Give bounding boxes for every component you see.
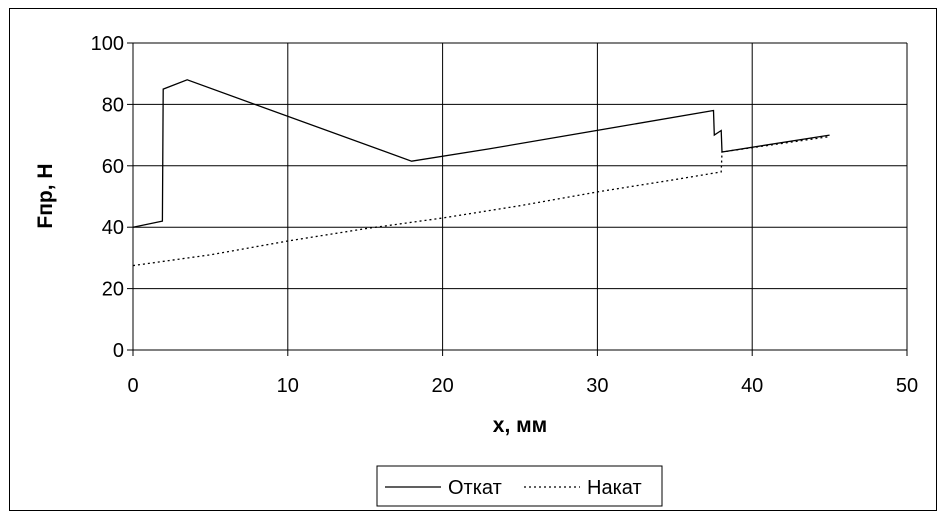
x-tick-labels: 0 10 20 30 40 50 [127, 375, 918, 397]
y-tick-labels: 0 20 40 60 80 100 [91, 33, 124, 362]
axes [127, 42, 908, 356]
y-axis-title: Fпр, Н [34, 163, 57, 228]
legend-label-nakat: Накат [587, 477, 642, 499]
y-tick-label: 20 [102, 279, 124, 301]
grid [133, 42, 908, 350]
legend-box [376, 465, 663, 507]
x-tick-label: 20 [431, 375, 453, 397]
x-tick-label: 30 [586, 375, 608, 397]
y-tick-label: 80 [102, 94, 124, 116]
series-lines [132, 79, 830, 267]
x-tick-label: 40 [741, 375, 763, 397]
y-tick-label: 0 [113, 340, 124, 362]
y-tick-label: 40 [102, 217, 124, 239]
x-tick-label: 0 [127, 375, 138, 397]
series-line-nakat [132, 135, 830, 267]
series-line-otkat [132, 79, 830, 228]
legend: Откат Накат [376, 465, 663, 507]
legend-label-otkat: Откат [448, 477, 502, 499]
chart-frame [9, 8, 937, 511]
y-tick-label: 60 [102, 156, 124, 178]
x-axis-title: x, мм [493, 414, 547, 437]
x-tick-label: 10 [277, 375, 299, 397]
y-tick-label: 100 [91, 33, 124, 55]
x-tick-label: 50 [896, 375, 918, 397]
